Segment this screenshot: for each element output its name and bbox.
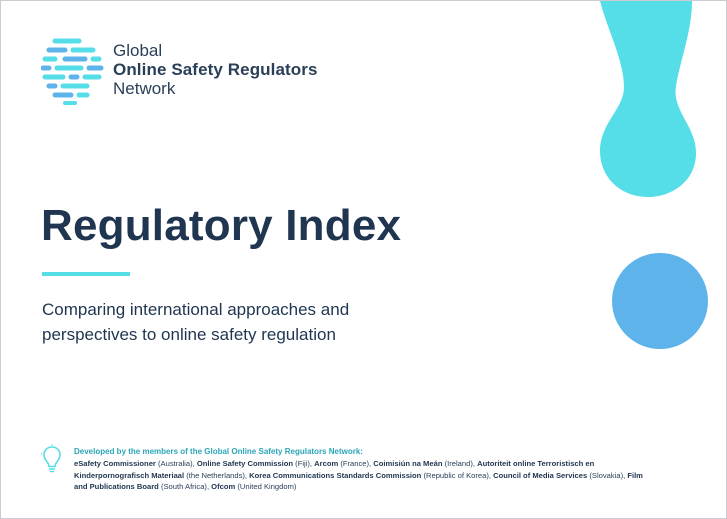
subtitle-line-1: Comparing international approaches and <box>42 300 350 319</box>
logo-line-global: Global <box>113 41 163 60</box>
lightbulb-icon <box>41 444 61 473</box>
cyan-drop-shape <box>600 1 696 197</box>
blue-circle-shape <box>612 253 708 349</box>
decorative-shapes <box>600 1 708 349</box>
document-subtitle: Comparing international approaches and p… <box>42 297 462 347</box>
globe-dots-logo-icon <box>41 38 104 105</box>
member-name: Korea Communications Standards Commissio… <box>249 470 422 480</box>
credits-members: eSafety Commissioner (Australia), Online… <box>74 459 643 491</box>
member-name: eSafety Commissioner <box>74 459 156 469</box>
document-title: Regulatory Index <box>41 201 402 250</box>
member-country: (Ireland), <box>444 459 478 469</box>
member-country: (South Africa), <box>160 482 212 492</box>
logo-line-network: Network <box>113 79 176 98</box>
member-country: (France), <box>340 459 374 469</box>
member-country: (Republic of Korea), <box>423 470 494 480</box>
member-country: (Fiji), <box>295 459 315 469</box>
member-name: Coimisiún na Meán <box>373 459 443 469</box>
member-name: Council of Media Services <box>493 470 588 480</box>
title-underline <box>42 272 130 276</box>
member-name: Ofcom <box>211 482 236 492</box>
member-name: Online Safety Commission <box>196 459 294 469</box>
credits-heading: Developed by the members of the Global O… <box>74 447 363 456</box>
logo-wordmark: Global Online Safety Regulators Network <box>113 41 318 98</box>
member-country: (the Netherlands), <box>186 470 250 480</box>
member-country: (Slovakia), <box>589 470 628 480</box>
member-country: (United Kingdom) <box>237 482 297 492</box>
credits-block: Developed by the members of the Global O… <box>74 446 654 493</box>
member-name: Film and Publications Board <box>74 470 643 492</box>
member-name: Arcom <box>314 459 339 469</box>
logo-line-online-safety: Online Safety Regulators <box>113 60 318 79</box>
subtitle-line-2: perspectives to online safety regulation <box>42 325 336 344</box>
member-name: Autoriteit online Terroristisch en Kinde… <box>74 459 595 480</box>
member-country: (Australia), <box>158 459 197 469</box>
gosrn-logo: Global Online Safety Regulators Network <box>41 31 341 111</box>
